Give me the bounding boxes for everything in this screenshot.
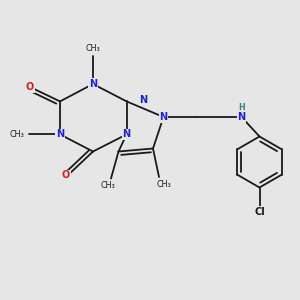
- Text: N: N: [159, 112, 168, 122]
- Text: CH₃: CH₃: [9, 130, 24, 139]
- Text: N: N: [237, 112, 246, 122]
- Text: N: N: [56, 129, 64, 140]
- Text: N: N: [89, 79, 97, 89]
- Text: Cl: Cl: [254, 207, 265, 217]
- Text: N: N: [122, 129, 131, 140]
- Text: O: O: [26, 82, 34, 92]
- Text: CH₃: CH₃: [100, 182, 116, 190]
- Text: H: H: [238, 103, 245, 112]
- Text: CH₃: CH₃: [156, 180, 171, 189]
- Text: N: N: [140, 95, 148, 105]
- Text: O: O: [62, 170, 70, 181]
- Text: CH₃: CH₃: [85, 44, 100, 53]
